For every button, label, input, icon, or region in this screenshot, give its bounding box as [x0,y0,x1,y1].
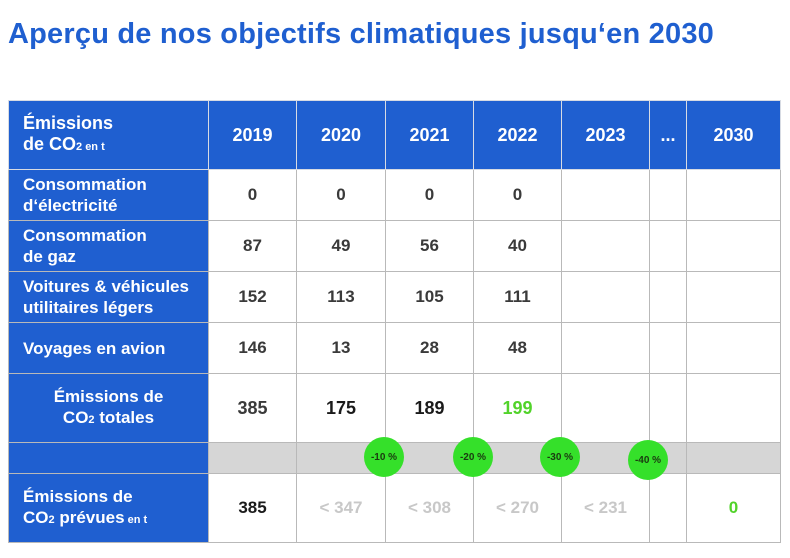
table-row: Voitures & véhicules utilitaires légers … [8,271,781,323]
cell-value: 111 [473,271,562,323]
reduction-badge: -20 % [453,437,493,477]
cell-value: 49 [296,220,386,272]
cell-value: 0 [296,169,386,221]
header-row: Émissions de CO2 en t 2019 2020 2021 202… [8,100,781,170]
predicted-label: Émissions de CO2 prévues en t [8,473,209,543]
total-label-sub: 2 [88,413,95,426]
reduction-badge: -30 % [540,437,580,477]
cell-value: 0 [385,169,474,221]
year-ellipsis: ... [649,100,687,170]
cell-value: 105 [385,271,474,323]
year-2020: 2020 [296,100,386,170]
predicted-value: < 347 [296,473,386,543]
cell-value: 0 [208,169,297,221]
year-2021: 2021 [385,100,474,170]
cell-value [686,271,781,323]
cell-value [686,322,781,374]
predicted-value: < 308 [385,473,474,543]
total-label-line1: Émissions de [53,386,164,406]
predicted-label-unit: en t [124,513,148,526]
emissions-table: Émissions de CO2 en t 2019 2020 2021 202… [8,100,781,543]
total-value [649,373,687,443]
row-label-line1: Consommation [23,226,147,245]
cell-value: 40 [473,220,562,272]
cell-value: 113 [296,271,386,323]
header-label: Émissions de CO2 en t [8,100,209,170]
predicted-value: 385 [208,473,297,543]
predicted-label-mid: prévues [54,507,125,527]
header-label-line1: Émissions [23,112,114,133]
cell-value [686,220,781,272]
year-2023: 2023 [561,100,650,170]
row-label-line2: utilitaires légers [23,298,154,317]
cell-value [649,271,687,323]
total-value: 385 [208,373,297,443]
spacer-cell [208,442,297,474]
row-label-line1: Voyages en avion [23,338,166,358]
cell-value [561,322,650,374]
cell-value [561,271,650,323]
predicted-row: Émissions de CO2 prévues en t 385 < 347 … [8,473,781,543]
cell-value: 146 [208,322,297,374]
row-label-line2: de gaz [23,247,76,266]
predicted-value-target: 0 [686,473,781,543]
year-2030: 2030 [686,100,781,170]
reduction-badge: -40 % [628,440,668,480]
spacer-cell [686,442,781,474]
predicted-label-sub: 2 [48,513,55,526]
row-label-vehicles: Voitures & véhicules utilitaires légers [8,271,209,323]
row-label-flights: Voyages en avion [8,322,209,374]
total-label-co: CO [62,407,89,427]
row-label-electricity: Consommation d‘électricité [8,169,209,221]
page-title: Aperçu de nos objectifs climatiques jusq… [8,18,714,50]
row-label-line1: Consommation [23,175,147,194]
cell-value: 152 [208,271,297,323]
header-label-unit: 2 en t [76,140,105,153]
reduction-badge: -10 % [364,437,404,477]
cell-value: 13 [296,322,386,374]
cell-value [649,220,687,272]
cell-value [649,169,687,221]
cell-value [561,169,650,221]
predicted-value: < 231 [561,473,650,543]
total-label: Émissions de CO2 totales [8,373,209,443]
predicted-value [649,473,687,543]
table-row: Voyages en avion 146 13 28 48 [8,322,781,374]
predicted-label-line1: Émissions de [23,486,133,506]
year-2022: 2022 [473,100,562,170]
table-row: Consommation de gaz 87 49 56 40 [8,220,781,272]
row-label-line2: d‘électricité [23,196,118,215]
total-label-tail: totales [94,407,155,427]
cell-value: 87 [208,220,297,272]
cell-value [561,220,650,272]
row-label-gas: Consommation de gaz [8,220,209,272]
predicted-value: < 270 [473,473,562,543]
table-row: Consommation d‘électricité 0 0 0 0 [8,169,781,221]
total-value-highlight: 199 [473,373,562,443]
total-value: 175 [296,373,386,443]
predicted-label-co: CO [23,507,49,527]
total-value [561,373,650,443]
cell-value: 48 [473,322,562,374]
cell-value [649,322,687,374]
cell-value: 56 [385,220,474,272]
header-label-line2: de CO [23,133,77,154]
cell-value: 28 [385,322,474,374]
spacer-cell [8,442,209,474]
total-value [686,373,781,443]
total-row: Émissions de CO2 totales 385 175 189 199 [8,373,781,443]
row-label-line1: Voitures & véhicules [23,277,189,296]
total-value: 189 [385,373,474,443]
cell-value: 0 [473,169,562,221]
year-2019: 2019 [208,100,297,170]
cell-value [686,169,781,221]
